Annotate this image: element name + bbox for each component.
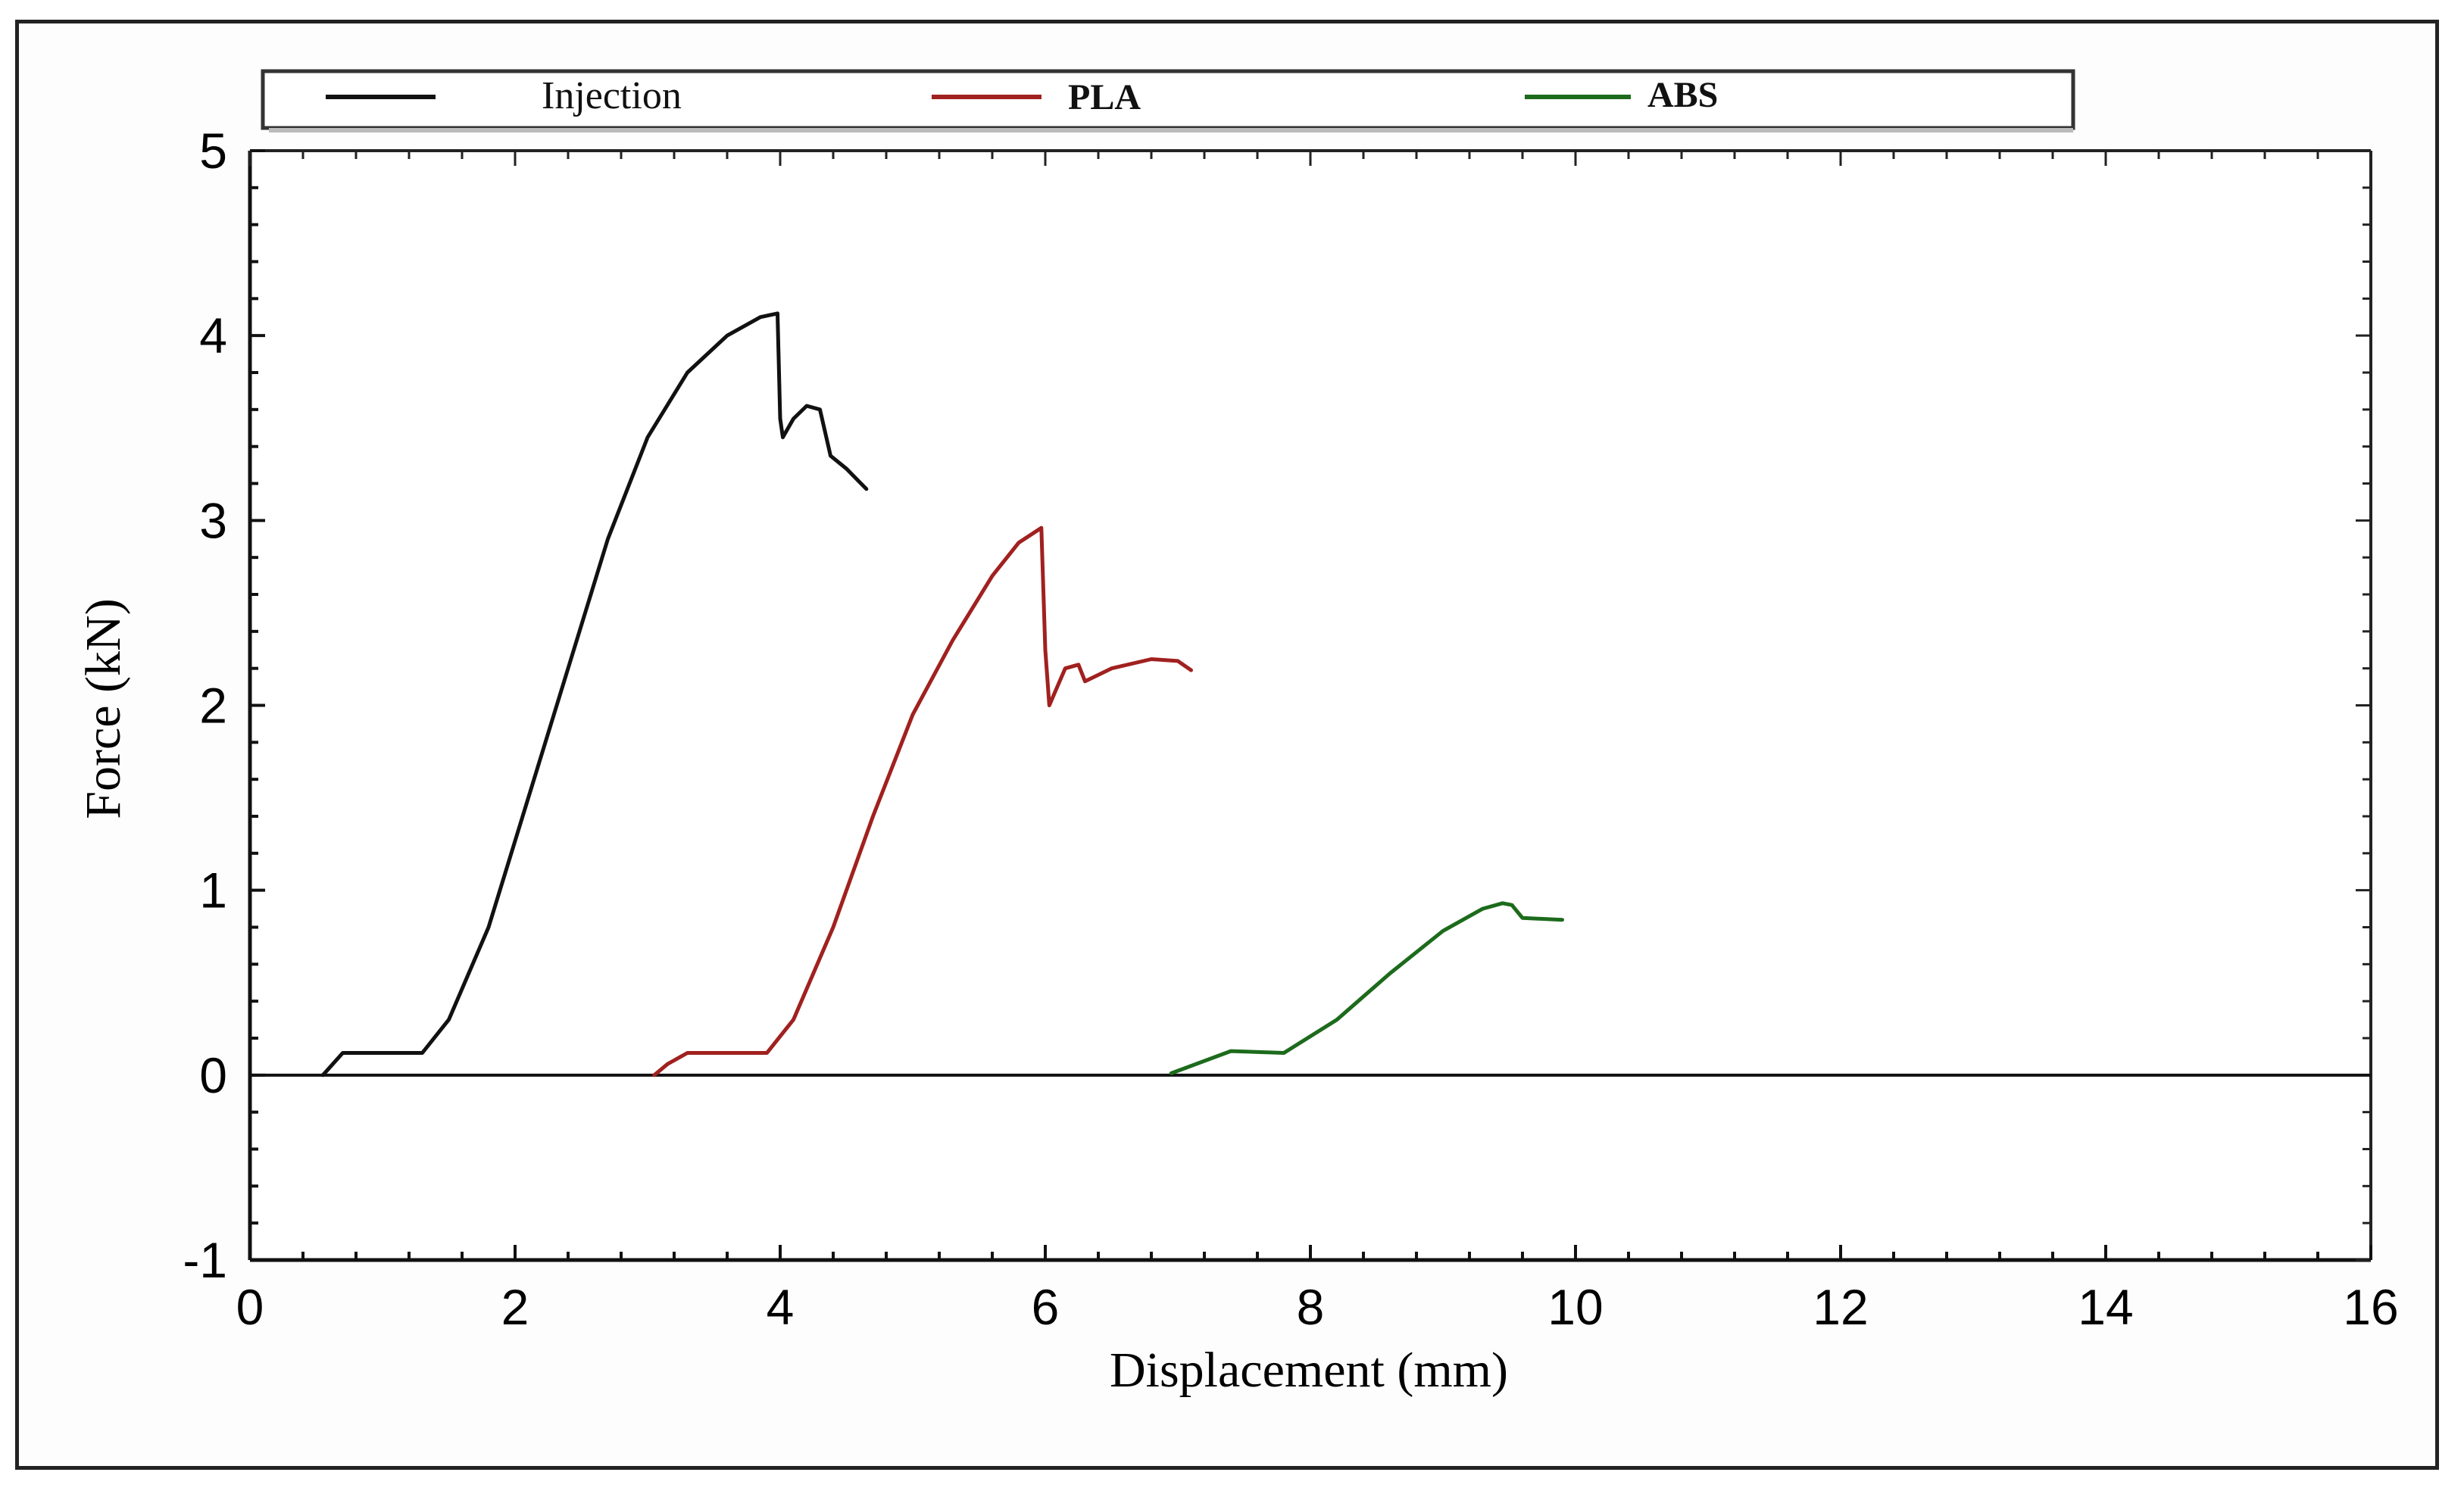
- plot-area: [250, 151, 2371, 1260]
- axis-ticks: [248, 149, 2372, 1262]
- x-tick-label: 14: [2078, 1279, 2133, 1335]
- legend-label-pla: PLA: [1068, 77, 1141, 117]
- legend-label-abs: ABS: [1647, 75, 1718, 115]
- y-tick-label: 5: [199, 123, 227, 179]
- chart-frame: Injection PLA ABS -1 0 1 2 3 4 5 0 2 4 6 8 10 12 14 16 …: [15, 20, 2439, 1470]
- y-tick-label: 1: [199, 862, 227, 919]
- x-tick-label: 6: [1032, 1279, 1060, 1335]
- series-line-injection: [320, 311, 869, 1078]
- x-tick-label: 2: [501, 1279, 529, 1335]
- x-tick-label: 10: [1547, 1279, 1603, 1335]
- y-axis-title: Force (kN): [76, 598, 131, 819]
- x-tick-label: 12: [1813, 1279, 1868, 1335]
- legend-box: [261, 69, 2075, 130]
- legend-label-injection: Injection: [542, 74, 682, 117]
- x-tick-label: 8: [1297, 1279, 1325, 1335]
- series-line-pla: [652, 526, 1193, 1078]
- y-tick-label: -1: [183, 1232, 227, 1288]
- series-line-abs: [1169, 901, 1564, 1075]
- y-tick-label: 4: [199, 307, 227, 363]
- y-tick-label: 0: [199, 1047, 227, 1103]
- x-axis-title: Displacement (mm): [1110, 1343, 1508, 1398]
- y-tick-label: 2: [199, 678, 227, 734]
- x-tick-label: 0: [236, 1279, 264, 1335]
- legend-shadow: [269, 128, 2073, 133]
- legend: Injection PLA ABS: [261, 69, 2075, 133]
- y-tick-label: 3: [199, 492, 227, 548]
- x-tick-label: 4: [767, 1279, 795, 1335]
- x-tick-label: 16: [2343, 1279, 2398, 1335]
- series-group: [320, 311, 1564, 1078]
